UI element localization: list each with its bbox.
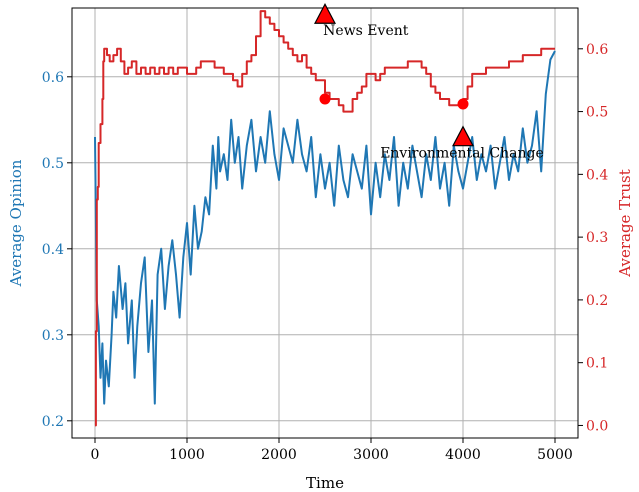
annotation-label: News Event: [323, 23, 409, 39]
x-tick-label: 0: [91, 447, 100, 463]
x-axis-label: Time: [306, 474, 344, 492]
event-markers: [319, 93, 469, 110]
y-right-tick-label: 0.5: [586, 105, 608, 121]
y-left-tick-label: 0.4: [42, 242, 64, 258]
y-right-tick-label: 0.4: [586, 167, 608, 183]
event-marker-point: [457, 98, 469, 110]
x-tick-label: 4000: [445, 447, 481, 463]
y-left-tick-label: 0.5: [42, 156, 64, 172]
y-right-tick-label: 0.6: [586, 42, 608, 58]
y-right-tick-label: 0.1: [586, 356, 608, 372]
annotation-label: Environmental Change: [380, 145, 544, 161]
event-marker-point: [319, 93, 331, 105]
y-right-tick-label: 0.2: [586, 293, 608, 309]
grid-lines: [72, 8, 578, 438]
y-left-tick-label: 0.6: [42, 70, 64, 86]
x-tick-label: 5000: [537, 447, 573, 463]
x-tick-label: 2000: [261, 447, 297, 463]
series-line-trust: [94, 10, 555, 427]
plot-frame: [71, 7, 579, 439]
x-tick-label: 1000: [169, 447, 205, 463]
y-left-tick-label: 0.2: [42, 414, 64, 430]
y-right-tick-label: 0.3: [586, 230, 608, 246]
annotation-triangle-marker: [452, 125, 474, 147]
series-lines: [94, 10, 556, 427]
x-tick-label: 3000: [353, 447, 389, 463]
y-axis-left-label: Average Opinion: [7, 159, 25, 287]
annotations: News Event Environmental Change: [314, 2, 544, 161]
annotation-triangle-marker: [314, 2, 336, 24]
axis-ticks: 0 1000 2000 3000 4000 5000 0.2 0.3 0.4 0.5 0.6 0.0 0…: [42, 42, 609, 463]
y-left-tick-label: 0.3: [42, 328, 64, 344]
y-axis-right-label: Average Trust: [616, 169, 634, 278]
axis-labels: Time Average Opinion Average Trust: [7, 159, 634, 492]
y-right-tick-label: 0.0: [586, 418, 608, 434]
series-line-opinion: [94, 50, 556, 405]
